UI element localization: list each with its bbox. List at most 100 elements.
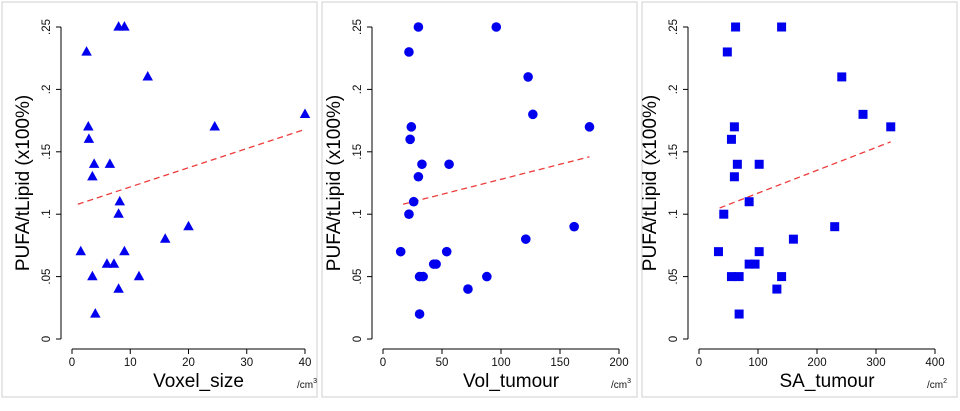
fit-line	[719, 141, 891, 209]
y-tick-label: .2	[41, 85, 53, 95]
data-point	[528, 109, 538, 120]
y-tick-label: .25	[352, 19, 364, 35]
data-point	[113, 283, 124, 293]
x-unit-exponent: 2	[943, 378, 947, 385]
panel-frame	[321, 1, 638, 398]
data-point	[404, 209, 414, 219]
data-point	[441, 246, 452, 257]
data-point	[463, 284, 473, 294]
data-point	[408, 196, 419, 207]
x-tick-label: 0	[696, 357, 702, 369]
x-unit-base: /cm	[927, 380, 943, 391]
x-tick-label: 400	[925, 357, 944, 369]
data-point	[491, 22, 502, 32]
data-point	[83, 133, 95, 143]
data-point	[858, 109, 868, 119]
y-tick-label: .15	[668, 144, 680, 160]
data-point	[83, 120, 94, 131]
y-tick-label: .05	[352, 269, 364, 285]
data-point	[830, 222, 840, 232]
data-point	[104, 158, 116, 168]
x-tick-label: 30	[240, 357, 253, 369]
y-tick-label: .25	[41, 19, 53, 35]
data-point	[418, 271, 428, 282]
data-point	[754, 247, 764, 257]
data-point	[405, 134, 415, 145]
data-point	[88, 158, 100, 168]
data-point	[837, 72, 847, 82]
x-tick-label: 200	[609, 357, 628, 369]
y-tick-label: .1	[41, 209, 53, 219]
data-point	[119, 21, 130, 31]
data-point	[726, 272, 736, 282]
data-point	[417, 159, 427, 170]
y-tick-label: .2	[668, 85, 680, 95]
data-point	[159, 233, 171, 243]
x-unit-base: /cm	[297, 380, 313, 391]
x-unit-exponent: 3	[627, 378, 631, 385]
data-point	[413, 22, 424, 32]
data-point	[444, 159, 454, 170]
data-point	[395, 246, 406, 257]
data-point	[299, 108, 311, 118]
data-point	[81, 46, 92, 56]
y-axis-title: PUFA/tLipid (x100%)	[13, 95, 34, 271]
panel-frame	[1, 1, 318, 398]
data-point	[90, 308, 101, 318]
panel-frame	[641, 1, 958, 398]
data-point	[777, 22, 787, 32]
data-point	[520, 234, 531, 244]
x-tick-label: 20	[182, 357, 195, 369]
data-point	[523, 72, 533, 82]
x-tick-label: 10	[124, 357, 137, 369]
x-unit-label: /cm2	[927, 378, 947, 391]
y-tick-label: 0	[668, 336, 680, 342]
x-tick-label: 0	[69, 357, 75, 369]
data-point	[754, 159, 764, 169]
y-axis-title: PUFA/tLipid (x100%)	[640, 95, 661, 271]
data-point	[114, 195, 126, 206]
data-point	[413, 171, 424, 182]
x-unit-base: /cm	[611, 380, 627, 391]
y-tick-label: 0	[41, 336, 53, 342]
fit-line	[402, 156, 590, 205]
data-point	[713, 247, 723, 257]
data-point	[734, 309, 744, 319]
x-axis-title: Vol_tumour	[463, 371, 560, 392]
x-tick-label: 50	[436, 357, 449, 369]
data-point	[584, 122, 595, 132]
y-tick-label: .25	[668, 19, 680, 35]
data-point	[569, 221, 579, 232]
data-point	[744, 197, 754, 207]
data-point	[119, 245, 130, 256]
data-point	[719, 209, 729, 219]
x-unit-label: /cm3	[297, 378, 317, 391]
x-tick-label: 40	[299, 357, 312, 369]
data-point	[209, 120, 220, 131]
data-point	[431, 259, 441, 269]
y-tick-label: .2	[352, 85, 364, 95]
data-point	[113, 208, 124, 218]
chart-panel-2: 0 .05 .1 .15 .2 .25 0 50 100 150 200 PUFA/tLipid (x…	[321, 1, 638, 398]
data-point	[788, 234, 798, 244]
y-tick-label: .15	[352, 144, 364, 160]
data-point	[87, 170, 98, 181]
data-point	[142, 71, 153, 81]
x-tick-label: 150	[550, 357, 569, 369]
y-tick-label: 0	[352, 336, 364, 342]
data-point	[886, 122, 896, 132]
x-axis-title: SA_tumour	[779, 371, 875, 392]
y-tick-label: .05	[41, 269, 53, 285]
chart-panel-3: 0 .05 .1 .15 .2 .25 0 100 200 300 400 PUFA/tLipid (…	[640, 1, 958, 398]
data-point	[75, 245, 86, 256]
data-point	[406, 122, 417, 132]
data-point	[108, 258, 120, 268]
y-tick-label: .1	[668, 209, 680, 219]
data-point	[101, 258, 113, 268]
x-tick-label: 300	[866, 357, 885, 369]
x-tick-label: 200	[807, 357, 826, 369]
y-tick-label: .1	[352, 209, 364, 219]
x-tick-label: 0	[380, 357, 386, 369]
x-tick-label: 100	[491, 357, 510, 369]
data-point	[734, 272, 744, 282]
